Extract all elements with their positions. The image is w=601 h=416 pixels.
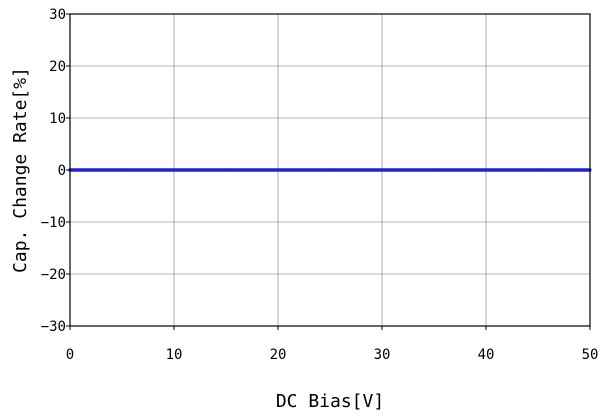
y-tick-label: −20 xyxy=(41,267,66,283)
data-point xyxy=(536,168,540,172)
x-tick-label: 10 xyxy=(166,347,183,363)
x-tick-label: 40 xyxy=(478,347,495,363)
x-tick-label: 20 xyxy=(270,347,287,363)
y-tick-label: 0 xyxy=(58,163,66,179)
x-tick-label: 0 xyxy=(66,347,74,363)
y-tick-label: 20 xyxy=(49,59,66,75)
data-point xyxy=(120,168,124,172)
data-point xyxy=(328,168,332,172)
data-point xyxy=(484,168,488,172)
data-point xyxy=(224,168,228,172)
ticks: 0 10 20 30 40 50 30 20 10 0 −10 −20 −30 xyxy=(41,7,599,363)
data-point xyxy=(276,168,280,172)
y-tick-label: −30 xyxy=(41,319,66,335)
data-point xyxy=(432,168,436,172)
x-axis-label: DC Bias[V] xyxy=(276,391,384,412)
x-tick-label: 30 xyxy=(374,347,391,363)
y-tick-label: 30 xyxy=(49,7,66,23)
y-tick-label: 10 xyxy=(49,111,66,127)
y-tick-label: −10 xyxy=(41,215,66,231)
y-axis-label: Cap. Change Rate[%] xyxy=(10,67,31,273)
data-point xyxy=(172,168,176,172)
series-layer xyxy=(68,168,592,172)
x-tick-label: 50 xyxy=(582,347,599,363)
data-point xyxy=(380,168,384,172)
